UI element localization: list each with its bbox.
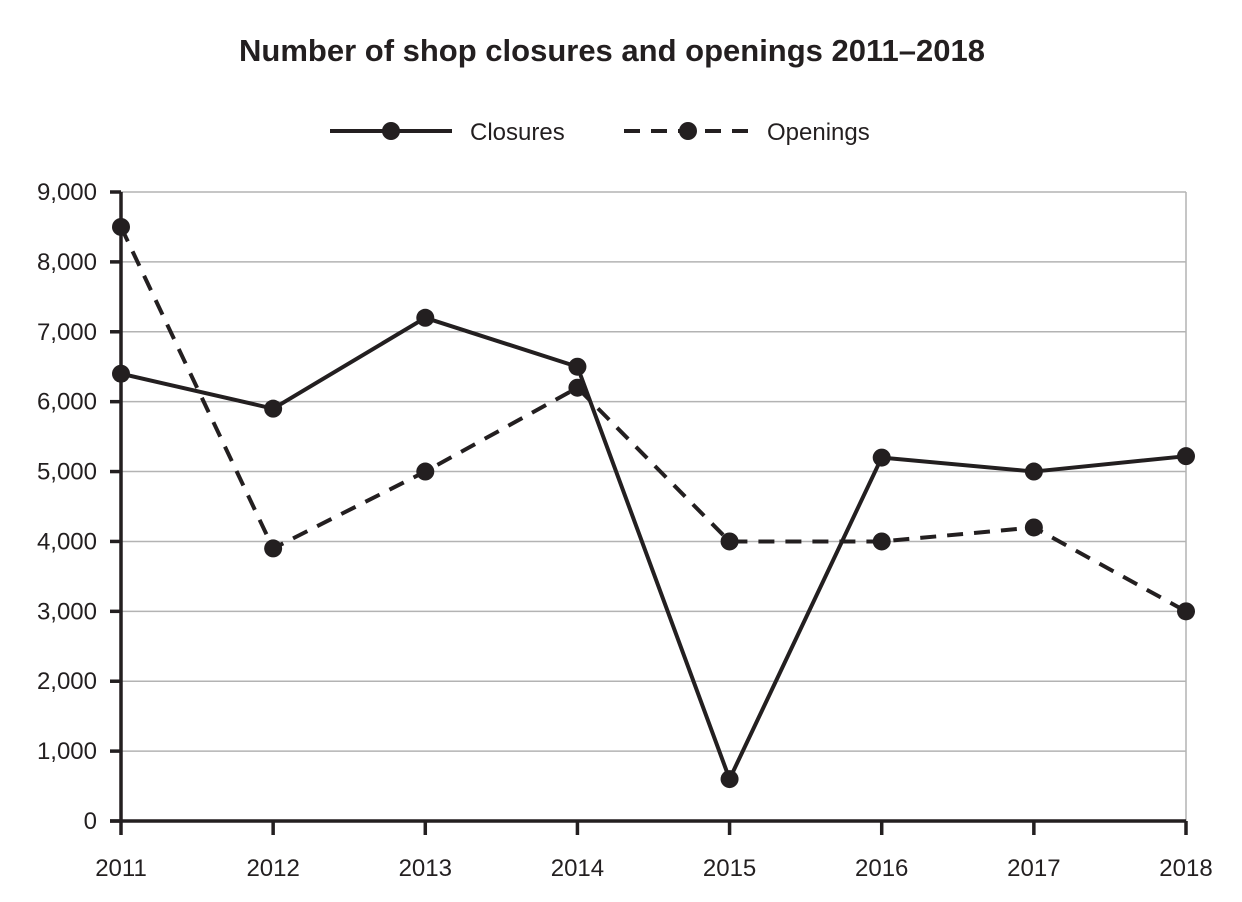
x-tick-label: 2012 (246, 855, 299, 882)
y-tick-label: 7,000 (37, 319, 97, 346)
y-tick-label: 5,000 (37, 459, 97, 486)
x-tick-label: 2015 (703, 855, 756, 882)
y-tick-label: 1,000 (37, 738, 97, 765)
grid (121, 191, 1187, 821)
data-point-openings (872, 532, 891, 551)
series-line-closures (120, 315, 1187, 782)
y-tick-label: 2,000 (37, 668, 97, 695)
series-openings (112, 217, 1195, 621)
data-point-openings (1177, 602, 1195, 621)
x-tick-label: 2018 (1159, 855, 1212, 882)
series-closures (112, 308, 1195, 789)
data-point-openings (1024, 518, 1043, 537)
data-point-closures (720, 770, 739, 789)
legend: Closures Openings (330, 119, 870, 146)
legend-marker-closures (382, 122, 400, 140)
x-tick-label: 2014 (551, 855, 604, 882)
x-tick-label: 2017 (1007, 855, 1060, 882)
tick-labels: 0 1,000 2,000 3,000 4,000 5,000 6,000 7,000 8,00… (37, 179, 1213, 882)
data-point-closures (872, 448, 891, 467)
legend-label-openings: Openings (767, 119, 870, 146)
y-tick-label: 6,000 (37, 389, 97, 416)
data-point-closures (1024, 462, 1043, 481)
y-tick-label: 9,000 (37, 179, 97, 206)
data-point-closures (112, 364, 130, 383)
data-point-openings (416, 462, 435, 481)
x-tick-label: 2016 (855, 855, 908, 882)
legend-label-closures: Closures (470, 119, 565, 146)
data-point-openings (264, 539, 283, 558)
data-point-openings (568, 378, 587, 397)
data-point-openings (720, 532, 739, 551)
axes (110, 190, 1188, 835)
legend-item-closures: Closures (330, 119, 565, 146)
y-tick-label: 4,000 (37, 528, 97, 555)
legend-marker-openings (679, 122, 697, 140)
y-tick-label: 3,000 (37, 598, 97, 625)
series (112, 217, 1195, 789)
chart-title: Number of shop closures and openings 201… (239, 33, 985, 68)
data-point-closures (568, 357, 587, 376)
y-tick-label: 8,000 (37, 249, 97, 276)
data-point-closures (264, 399, 283, 418)
data-point-closures (416, 308, 435, 327)
data-point-closures (1177, 447, 1195, 466)
legend-item-openings: Openings (624, 119, 870, 146)
y-tick-label: 0 (84, 808, 97, 835)
series-line-openings (119, 226, 1187, 614)
x-tick-label: 2013 (399, 855, 452, 882)
x-tick-label: 2011 (95, 855, 147, 882)
data-point-openings (112, 217, 130, 236)
